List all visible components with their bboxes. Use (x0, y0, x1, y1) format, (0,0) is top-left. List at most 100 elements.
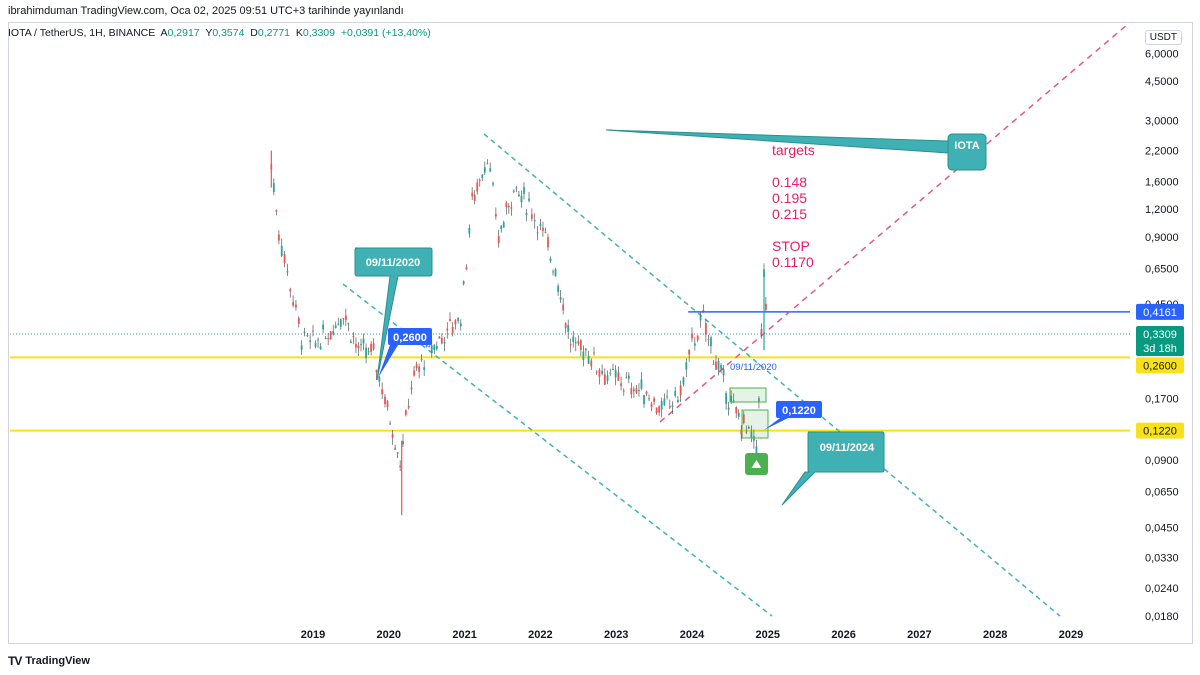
badge-1220 (776, 401, 822, 418)
candle-body (606, 375, 609, 381)
candle-body (539, 224, 542, 226)
candle-body (337, 323, 340, 325)
candle-body (536, 232, 539, 234)
candle-body (648, 398, 650, 400)
open-label: A (160, 27, 168, 39)
candle-body (562, 304, 565, 311)
candle-body (372, 343, 375, 350)
candle-body (727, 407, 730, 410)
currency-label[interactable]: USDT (1144, 30, 1182, 45)
candle-body (413, 370, 415, 376)
footer: TV TradingView (8, 654, 90, 668)
candle-body (691, 333, 693, 339)
chart-pane[interactable] (8, 22, 1193, 644)
candle-body (280, 245, 283, 257)
candle-body (515, 187, 518, 189)
candle-body (630, 387, 633, 395)
candle-body (502, 222, 505, 228)
candle-body (533, 220, 536, 222)
candle-body (512, 190, 515, 192)
price-badge-resistance-text: 0,4161 (1143, 307, 1177, 319)
x-tick-label: 2019 (301, 629, 325, 641)
y-tick-label: 0,0180 (1145, 611, 1179, 623)
x-tick-label: 2020 (377, 629, 401, 641)
price-badge-last-text: 0,3309 (1143, 329, 1177, 341)
candle-body (459, 323, 462, 327)
candle-body (423, 367, 426, 371)
candle-body (457, 318, 460, 321)
targets-line (772, 158, 815, 174)
x-tick-label: 2022 (528, 629, 552, 641)
candle-body (745, 431, 748, 433)
candle-body (653, 398, 655, 402)
candle-body (635, 388, 638, 393)
candle-body (332, 331, 335, 335)
candle-body (559, 297, 562, 300)
targets-line: 0.215 (772, 206, 808, 222)
open-value: 0,2917 (167, 27, 200, 39)
candle-body (679, 385, 682, 396)
candle-body (569, 344, 572, 346)
candle-body (378, 377, 381, 382)
candle-body (365, 347, 367, 359)
candle-body (473, 194, 476, 201)
close-label: K (295, 27, 303, 39)
candle-body (518, 194, 520, 197)
candle-body (720, 365, 722, 369)
tradingview-logo-icon[interactable]: TV (8, 654, 22, 668)
candle-body (677, 399, 679, 402)
candle-body (420, 358, 423, 360)
targets-line (772, 222, 815, 238)
candle-body (334, 325, 337, 329)
candle-body (402, 441, 404, 445)
candle-body (528, 198, 530, 201)
ohlc-legend: IOTA / TetherUS, 1H, BINANCE A0,2917 Y0,… (8, 27, 431, 39)
candle-body (655, 407, 658, 414)
y-tick-label: 0,6500 (1145, 264, 1179, 276)
targets-line: 0.148 (772, 174, 808, 190)
candle-body (370, 343, 373, 352)
candle-body (275, 210, 278, 212)
candle-body (737, 412, 740, 417)
candle-body (564, 323, 567, 329)
candle-body (272, 182, 275, 193)
candle-body (381, 389, 384, 395)
candle-body (451, 326, 454, 334)
badge-2600 (388, 328, 432, 345)
channel-upper-line (483, 133, 1061, 617)
small-date-text: 09/11/2020 (730, 362, 777, 373)
candle-body (454, 320, 457, 325)
candle-body (710, 337, 712, 347)
targets-text: targets 0.148 0.195 0.215 STOP 0.1170 (772, 142, 815, 270)
y-tick-label: 6,0000 (1145, 48, 1179, 60)
callout-2024 (781, 431, 885, 506)
targets-line: STOP (772, 238, 810, 254)
y-tick-label: 3,0000 (1145, 116, 1179, 128)
candle-body (415, 364, 418, 369)
price-badge-support-upper (1136, 357, 1184, 374)
candle-body (552, 271, 554, 273)
candle-body (549, 258, 552, 262)
candle-body (609, 372, 612, 374)
candle-body (471, 192, 474, 197)
candle-body (760, 329, 763, 334)
change-value: +0,0391 (+13,40%) (340, 27, 431, 39)
candle-body (587, 355, 590, 364)
candle-body (584, 348, 587, 351)
x-tick-label: 2023 (604, 629, 628, 641)
candle-body (627, 375, 630, 379)
candle-body (339, 319, 342, 327)
candle-body (722, 369, 725, 376)
candle-body (500, 225, 503, 230)
candle-body (567, 325, 570, 332)
candle-body (277, 234, 280, 241)
symbol-label[interactable]: IOTA / TetherUS, 1H, BINANCE (8, 27, 156, 39)
candle-body (407, 405, 410, 408)
candle-body (476, 182, 479, 192)
brand-name[interactable]: TradingView (25, 655, 90, 667)
x-tick-label: 2024 (680, 629, 705, 641)
candle-body (347, 323, 350, 325)
low-value: 0,2771 (257, 27, 291, 39)
candle-body (595, 371, 598, 373)
